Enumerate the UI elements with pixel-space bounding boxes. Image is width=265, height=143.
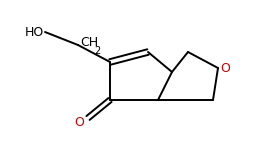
Text: O: O [220,61,230,75]
Text: CH: CH [80,36,98,49]
Text: HO: HO [25,25,44,38]
Text: O: O [74,116,84,129]
Text: 2: 2 [94,46,100,56]
